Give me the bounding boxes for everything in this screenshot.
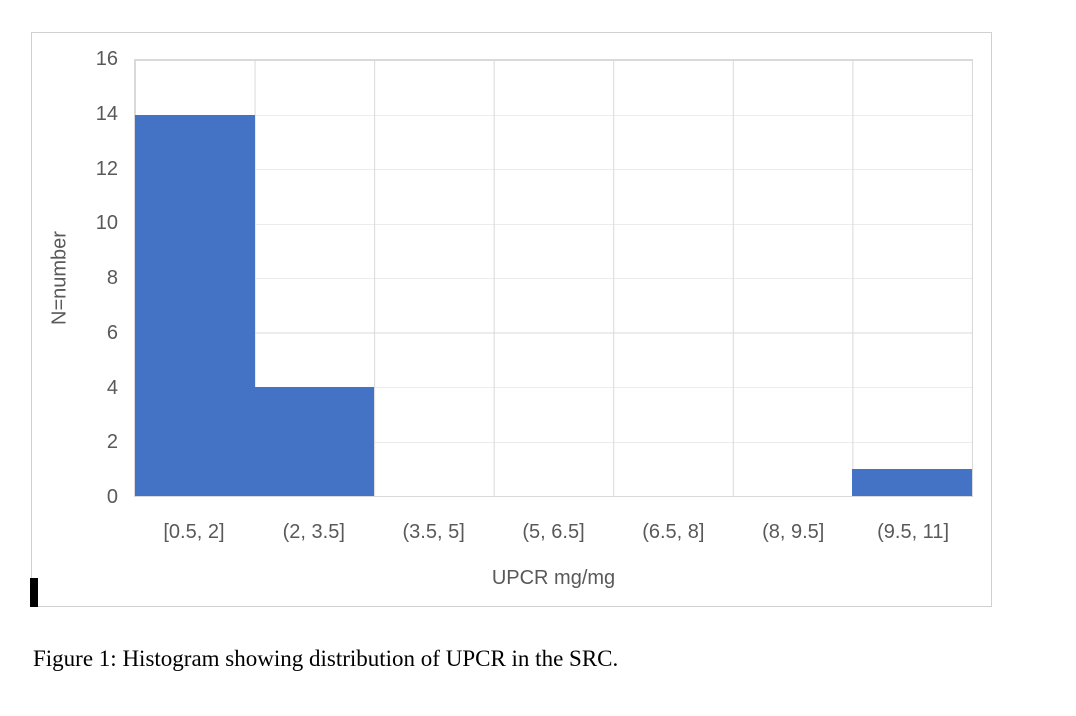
y-tick-label: 2 <box>106 431 118 454</box>
x-tick-label: (5, 6.5] <box>522 521 585 543</box>
histogram-bar <box>254 387 375 496</box>
x-tick-label: (2, 3.5] <box>282 521 345 543</box>
text-cursor <box>30 578 38 607</box>
x-tick-label: (3.5, 5] <box>402 521 465 543</box>
x-tick-label: (6.5, 8] <box>642 521 705 543</box>
x-axis-title: UPCR mg/mg <box>491 567 616 589</box>
figure-caption: Figure 1: Histogram showing distribution… <box>33 646 619 671</box>
x-tick-label: (8, 9.5] <box>762 521 825 543</box>
x-tick-label: [0.5, 2] <box>163 521 225 543</box>
x-axis-ticks: [0.5, 2] (2, 3.5] (3.5, 5] (5, 6.5] (6.5, 8]… <box>134 521 973 545</box>
chart-object[interactable]: N=number 0 2 4 6 8 10 12 14 16 [0.5, 2] (2, 3.5](… <box>31 32 992 607</box>
y-tick-label: 6 <box>106 321 118 344</box>
y-tick-label: 10 <box>95 212 118 235</box>
y-axis-ticks: 0 2 4 6 8 10 12 14 16 <box>32 49 118 507</box>
y-tick-label: 12 <box>95 157 118 180</box>
y-tick-label: 14 <box>95 102 118 125</box>
y-tick-label: 16 <box>95 48 118 70</box>
x-tick-label: (9.5, 11] <box>877 521 950 543</box>
y-tick-label: 8 <box>106 267 118 289</box>
plot-area <box>134 59 973 497</box>
y-tick-label: 0 <box>106 486 118 508</box>
histogram-bar <box>135 114 255 496</box>
y-tick-label: 4 <box>106 376 118 399</box>
histogram-bar <box>852 468 972 496</box>
